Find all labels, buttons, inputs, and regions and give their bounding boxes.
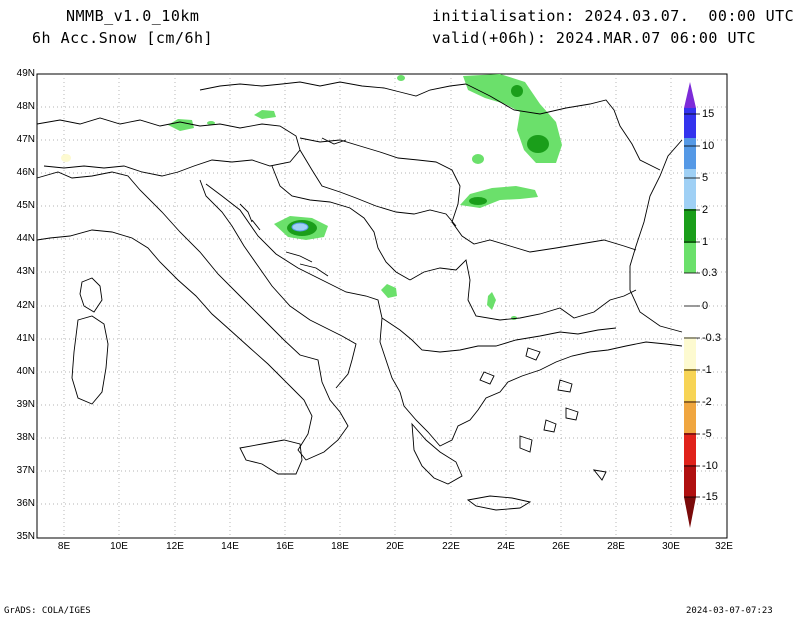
colorbar-label: -15 bbox=[702, 491, 718, 503]
colorbar-bin-15 bbox=[684, 108, 696, 138]
lat-label: 42N bbox=[16, 300, 35, 311]
colorbar-bin-n1 bbox=[684, 369, 696, 401]
field-title: 6h Acc.Snow [cm/6h] bbox=[32, 29, 214, 47]
render-timestamp: 2024-03-07-07:23 bbox=[686, 606, 773, 616]
lon-label: 18E bbox=[331, 541, 349, 552]
colorbar-bin-1 bbox=[684, 209, 696, 243]
colorbar-bin-n03 bbox=[684, 337, 696, 369]
lat-label: 37N bbox=[16, 465, 35, 476]
lon-label: 30E bbox=[662, 541, 680, 552]
coastlines bbox=[36, 81, 683, 511]
colorbar-label: 5 bbox=[702, 172, 709, 184]
colorbar-bin-03 bbox=[684, 243, 696, 273]
colorbar-label: -0.3 bbox=[702, 332, 721, 344]
colorbar-bin-n5 bbox=[684, 433, 696, 465]
colorbar-label: -5 bbox=[702, 428, 712, 440]
lat-label: 49N bbox=[16, 68, 35, 79]
model-title: NMMB_v1.0_10km bbox=[66, 7, 200, 25]
lon-label: 10E bbox=[110, 541, 128, 552]
lat-label: 39N bbox=[16, 399, 35, 410]
lat-label: 48N bbox=[16, 101, 35, 112]
colorbar-bin-10 bbox=[684, 138, 696, 169]
init-time: initialisation: 2024.03.07. 00:00 UTC bbox=[432, 7, 795, 25]
lon-label: 26E bbox=[552, 541, 570, 552]
lon-label: 22E bbox=[442, 541, 460, 552]
graticule bbox=[37, 74, 727, 538]
lon-label: 20E bbox=[386, 541, 404, 552]
lat-label: 44N bbox=[16, 233, 35, 244]
lon-label: 28E bbox=[607, 541, 625, 552]
lat-label: 40N bbox=[16, 366, 35, 377]
lat-label: 47N bbox=[16, 134, 35, 145]
snow-fields bbox=[61, 74, 562, 320]
lat-label: 43N bbox=[16, 266, 35, 277]
colorbar-label: 2 bbox=[702, 204, 709, 216]
lat-label: 36N bbox=[16, 498, 35, 509]
colorbar-top-triangle bbox=[684, 82, 696, 108]
lat-label: 35N bbox=[16, 531, 35, 542]
colorbar-label: 1 bbox=[702, 236, 709, 248]
lon-label: 8E bbox=[57, 541, 71, 552]
colorbar-label: 15 bbox=[702, 108, 715, 120]
colorbar bbox=[684, 82, 700, 528]
lat-label: 46N bbox=[16, 167, 35, 178]
colorbar-label: -1 bbox=[702, 364, 712, 376]
lat-label: 41N bbox=[16, 333, 35, 344]
colorbar-bin-n2 bbox=[684, 401, 696, 433]
colorbar-label: -2 bbox=[702, 396, 712, 408]
lat-label: 38N bbox=[16, 432, 35, 443]
colorbar-bin-0 bbox=[684, 273, 696, 337]
colorbar-label: 0.3 bbox=[702, 267, 718, 279]
valid-time: valid(+06h): 2024.MAR.07 06:00 UTC bbox=[432, 29, 757, 47]
grads-credit: GrADS: COLA/IGES bbox=[4, 606, 91, 616]
lon-label: 12E bbox=[166, 541, 184, 552]
lon-label: 14E bbox=[221, 541, 239, 552]
lon-label: 24E bbox=[497, 541, 515, 552]
lon-label: 32E bbox=[715, 541, 733, 552]
colorbar-bin-n10 bbox=[684, 465, 696, 497]
colorbar-label: -10 bbox=[702, 460, 718, 472]
colorbar-bin-5 bbox=[684, 169, 696, 209]
colorbar-bottom-triangle bbox=[684, 497, 696, 528]
lon-label: 16E bbox=[276, 541, 294, 552]
lat-label: 45N bbox=[16, 200, 35, 211]
colorbar-label: 0 bbox=[702, 300, 709, 312]
colorbar-label: 10 bbox=[702, 140, 715, 152]
